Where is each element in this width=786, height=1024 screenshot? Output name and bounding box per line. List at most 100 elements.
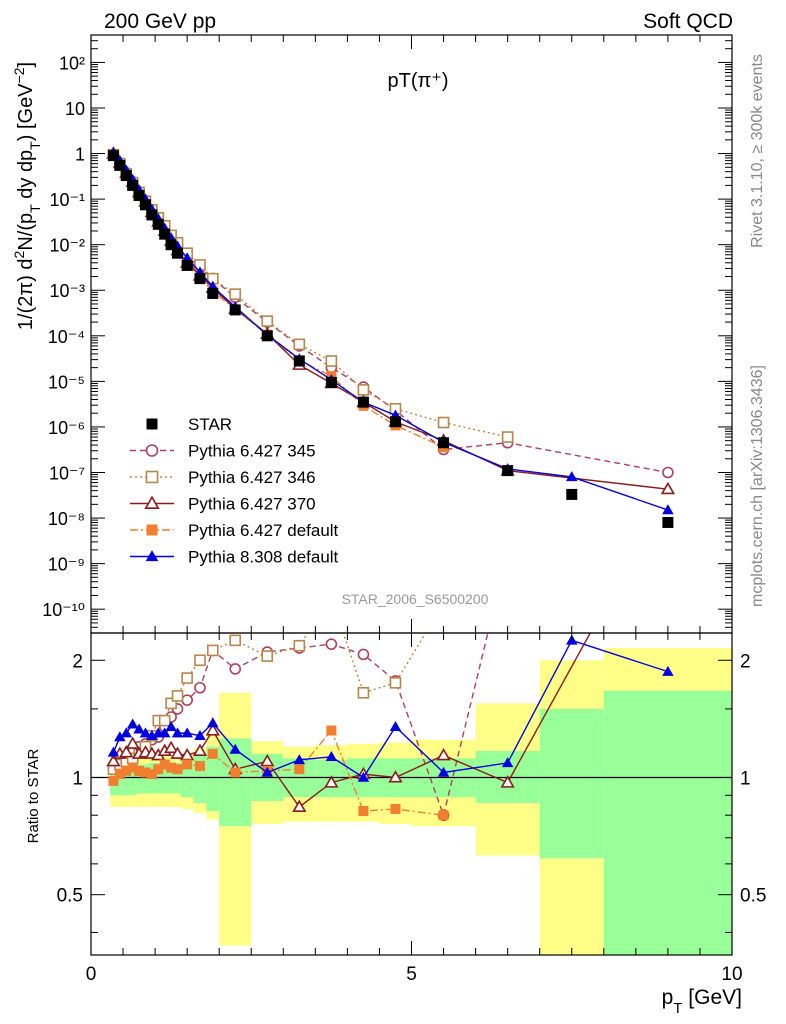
data-point [437, 416, 450, 429]
ratio-point [294, 764, 305, 775]
ratio-point [324, 775, 339, 788]
series-line [112, 153, 668, 490]
ratio-point [389, 720, 402, 731]
ratio-point [119, 745, 134, 758]
ratio-point [205, 723, 220, 736]
ratio-point [153, 764, 164, 775]
data-point [229, 288, 242, 300]
y-tick-label: 1 [75, 145, 85, 165]
data-point [662, 466, 674, 479]
main-plot-title: pT(π⁺) [387, 70, 448, 92]
data-point [357, 396, 369, 408]
data-point [662, 516, 674, 528]
ratio-point [261, 650, 274, 662]
ratio-y-axis-label: Ratio to STAR [25, 748, 42, 843]
data-point [325, 355, 338, 367]
y-tick-label: 10² [59, 53, 85, 73]
main-plot-panel: 10⁻¹⁰ 10⁻⁹ 10⁻⁸ 10⁻⁷ 10⁻⁶ 10⁻⁵ 10⁻⁴ 10⁻³ 10⁻² 10⁻… [42, 34, 733, 634]
ratio-point [139, 727, 152, 738]
uncertainty-band-stat [603, 690, 732, 955]
ratio-point [107, 746, 120, 757]
ratio-point [230, 767, 241, 778]
legend-marker [144, 495, 160, 509]
ratio-point [114, 731, 126, 742]
data-point [293, 338, 306, 351]
ratio-point [206, 644, 219, 657]
ratio-point [207, 717, 219, 728]
data-point [133, 190, 145, 202]
side-label-mcplots: mcplots.cern.ch [arXiv:1306.3436] [749, 365, 766, 607]
uncertainty-band-stat [206, 746, 220, 812]
y-tick-label: 10 [65, 99, 85, 119]
header-right-label: Soft QCD [643, 10, 733, 33]
ratio-point [194, 681, 206, 694]
ratio-point [127, 762, 138, 773]
ratio-point [325, 751, 338, 762]
ratio-point [172, 764, 183, 775]
ratio-point [181, 727, 193, 738]
ratio-point [159, 759, 170, 770]
ratio-point [181, 694, 193, 706]
ratio-point [293, 639, 306, 652]
ratio-series-4 [107, 634, 674, 782]
ratio-point [293, 754, 306, 765]
ratio-y-tick-label: 2 [72, 651, 83, 672]
ratio-point [437, 766, 450, 777]
data-point [566, 471, 578, 482]
legend-label: Pythia 6.427 370 [188, 495, 316, 514]
ratio-point [108, 775, 119, 786]
ratio-point [170, 746, 185, 759]
y-tick-label: 10⁻⁶ [48, 418, 85, 438]
ratio-point [500, 775, 515, 788]
y-tick-label: 10⁻³ [49, 281, 85, 301]
series-2 [107, 148, 514, 443]
ratio-point [182, 759, 193, 770]
ratio-point [146, 769, 157, 780]
legend-label: Pythia 8.308 default [188, 548, 339, 567]
legend: STAR Pythia 6.427 345 Pythia 6.427 346 Pyth… [130, 415, 339, 567]
ratio-y-tick-label: 1 [72, 768, 83, 789]
ratio-point [229, 743, 241, 754]
legend-marker [145, 444, 159, 457]
x-tick-label: 10 [721, 964, 742, 985]
data-point [146, 209, 158, 221]
ratio-point [134, 765, 145, 776]
ratio-point [192, 743, 208, 756]
y-tick-label: 10⁻⁹ [48, 555, 85, 575]
data-point [293, 355, 305, 367]
data-point [159, 228, 171, 240]
data-point [107, 150, 119, 162]
ratio-point [126, 718, 139, 729]
ratio-y-tick-label: 0.5 [57, 886, 83, 907]
data-point [120, 169, 132, 181]
ratio-point [390, 803, 401, 814]
ratio-point [260, 754, 275, 767]
ratio-point [438, 810, 449, 821]
data-point [152, 218, 164, 230]
ratio-point [140, 767, 151, 778]
ratio-point [158, 714, 171, 727]
ratio-line [112, 729, 444, 816]
data-point [139, 199, 151, 211]
ratio-point [181, 672, 193, 684]
ratio-point [165, 720, 177, 731]
ratio-point [358, 806, 369, 817]
legend-marker [146, 524, 158, 536]
data-point [438, 437, 450, 449]
x-axis-label: pT [GeV] [662, 986, 742, 1017]
ratio-point [171, 690, 184, 702]
ratio-point [120, 727, 133, 738]
data-point [261, 315, 274, 327]
uncertainty-band-stat [539, 708, 604, 859]
y-tick-label: 10⁻⁸ [48, 509, 85, 529]
ratio-point [133, 723, 145, 734]
ratio-point [436, 747, 451, 761]
data-point [501, 431, 514, 443]
y-tick-label: 10⁻⁷ [49, 463, 85, 483]
ratio-y-tick-label-right: 1 [740, 768, 751, 789]
ratio-plot-panel: 0.5 0.5 1 1 2 2 0 5 10 [57, 632, 766, 985]
ratio-point [389, 677, 402, 689]
ratio-point [357, 771, 370, 782]
main-y-axis-label: 1/(2π) d2N/(pT dy dpT) [GeV−2] [11, 62, 43, 330]
